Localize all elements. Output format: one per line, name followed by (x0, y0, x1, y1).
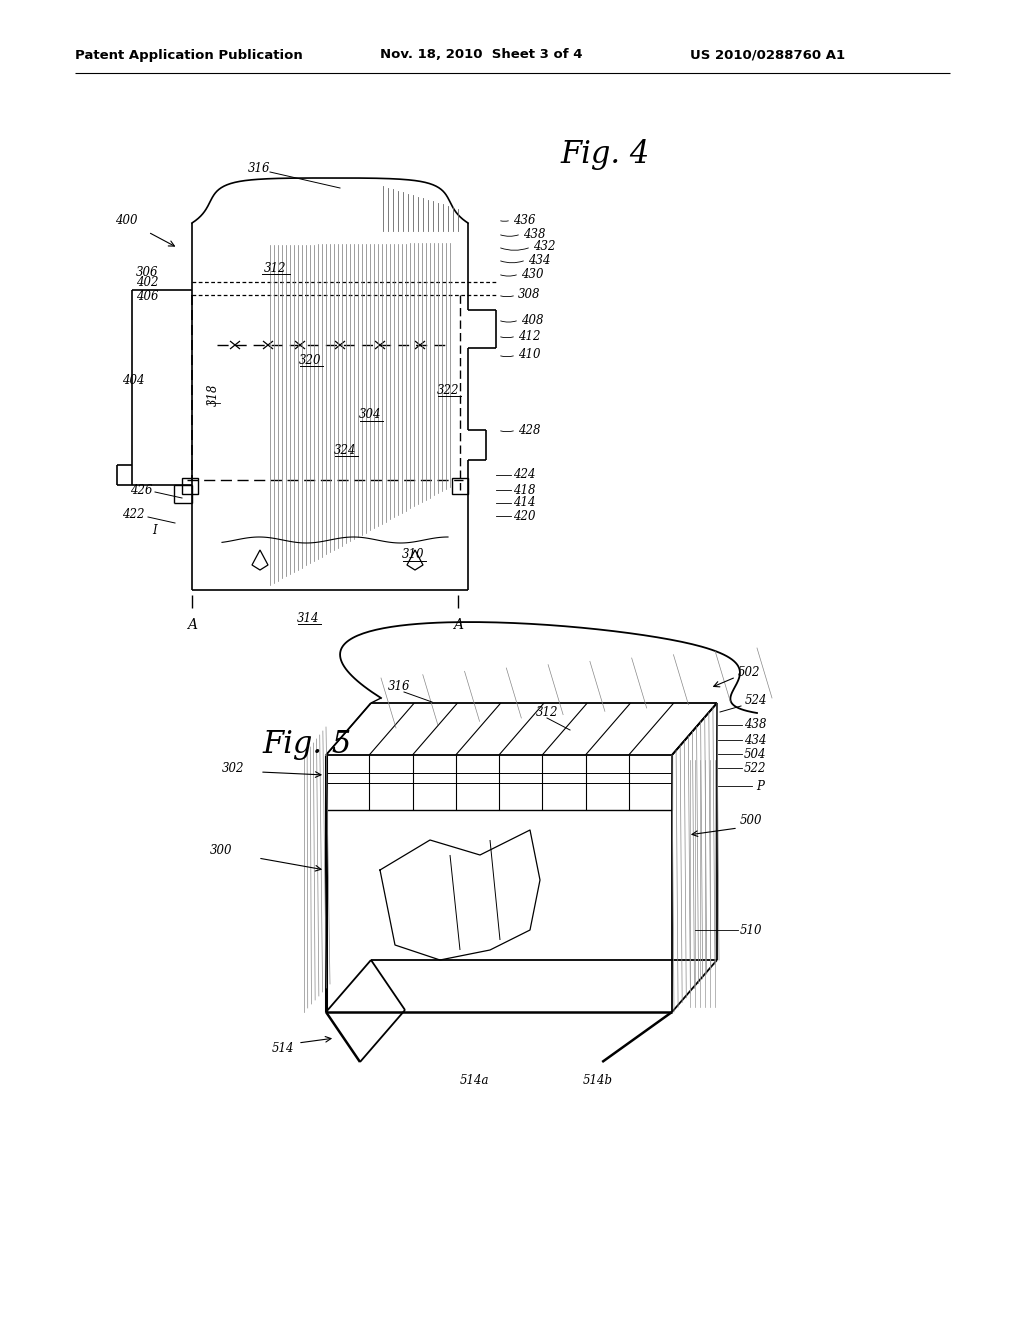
Text: 422: 422 (122, 508, 144, 521)
Bar (182, 478, 198, 494)
Text: 522: 522 (744, 762, 767, 775)
Text: Nov. 18, 2010  Sheet 3 of 4: Nov. 18, 2010 Sheet 3 of 4 (380, 49, 583, 62)
Text: 400: 400 (115, 214, 137, 227)
Text: 402: 402 (136, 276, 159, 289)
Text: 410: 410 (518, 348, 541, 362)
Text: 430: 430 (521, 268, 544, 281)
Text: 514: 514 (272, 1041, 295, 1055)
Text: 500: 500 (740, 813, 763, 826)
Text: Fig. 5: Fig. 5 (262, 730, 351, 760)
Text: 316: 316 (388, 680, 411, 693)
Text: P: P (756, 780, 764, 792)
Text: 314: 314 (297, 611, 319, 624)
Text: I: I (152, 524, 157, 536)
Text: 434: 434 (528, 253, 551, 267)
Bar (452, 478, 468, 494)
Text: 514b: 514b (583, 1073, 613, 1086)
Text: 514a: 514a (460, 1073, 489, 1086)
Text: 302: 302 (222, 762, 245, 775)
Text: 510: 510 (740, 924, 763, 936)
Text: 434: 434 (744, 734, 767, 747)
Text: 312: 312 (264, 261, 287, 275)
Text: 300: 300 (210, 843, 232, 857)
Text: 432: 432 (534, 240, 555, 253)
Text: 406: 406 (136, 290, 159, 304)
Text: Fig. 4: Fig. 4 (560, 140, 649, 170)
Text: 304: 304 (358, 408, 381, 421)
Text: 502: 502 (738, 665, 761, 678)
Text: 318: 318 (207, 384, 219, 407)
Text: 436: 436 (513, 214, 536, 227)
Text: 428: 428 (518, 424, 541, 437)
Text: 504: 504 (744, 747, 767, 760)
Text: 424: 424 (513, 469, 536, 482)
Text: 404: 404 (122, 374, 144, 387)
Text: 524: 524 (745, 693, 768, 706)
Text: 320: 320 (299, 354, 322, 367)
Text: 306: 306 (136, 265, 159, 279)
Text: 310: 310 (401, 549, 424, 561)
Text: US 2010/0288760 A1: US 2010/0288760 A1 (690, 49, 845, 62)
Text: 322: 322 (437, 384, 459, 396)
Text: 316: 316 (248, 161, 270, 174)
Text: 426: 426 (130, 483, 153, 496)
Text: 414: 414 (513, 496, 536, 510)
Text: 420: 420 (513, 510, 536, 523)
Text: 308: 308 (518, 289, 541, 301)
Text: 438: 438 (744, 718, 767, 731)
Text: 412: 412 (518, 330, 541, 342)
Text: 324: 324 (334, 444, 356, 457)
Text: 312: 312 (536, 705, 558, 718)
Text: 408: 408 (521, 314, 544, 326)
Text: A: A (453, 618, 463, 632)
Text: 438: 438 (523, 227, 546, 240)
Text: Patent Application Publication: Patent Application Publication (75, 49, 303, 62)
Text: A: A (187, 618, 197, 632)
Text: 418: 418 (513, 483, 536, 496)
